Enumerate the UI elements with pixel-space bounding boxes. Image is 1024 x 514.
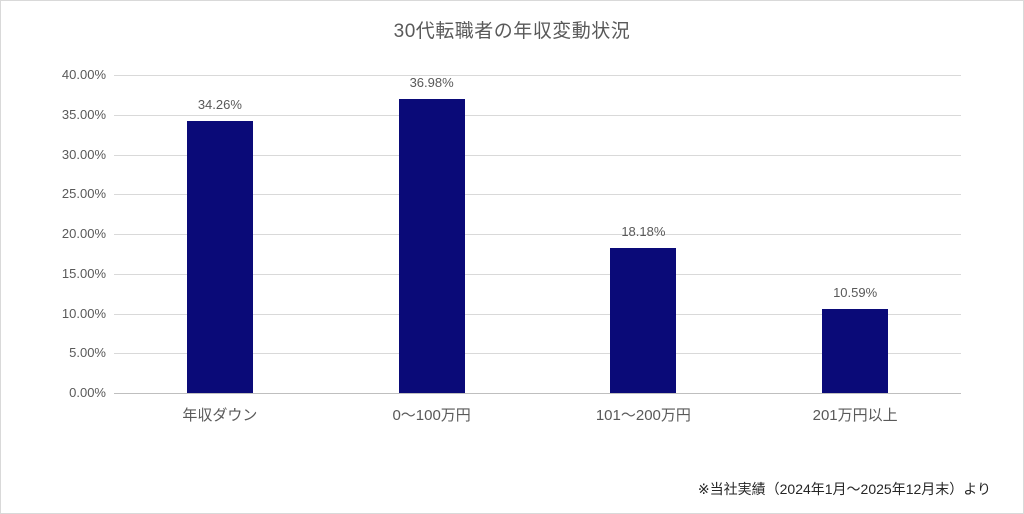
y-tick-label: 20.00%	[61, 226, 106, 241]
gridline	[114, 194, 961, 196]
bar-value-label: 36.98%	[409, 75, 454, 90]
chart-title: 30代転職者の年収変動状況	[393, 21, 631, 42]
bar	[610, 248, 677, 393]
y-tick-label: 10.00%	[61, 305, 106, 321]
bar	[186, 120, 253, 393]
y-tick-label: 40.00%	[61, 67, 106, 82]
gridline	[114, 154, 961, 156]
x-axis-line	[114, 393, 961, 394]
x-category-label: 201万円以上	[812, 407, 898, 424]
y-tick-label: 5.00%	[69, 345, 106, 361]
bar-value-label: 34.26%	[197, 96, 242, 112]
x-category-label: 0～100万円	[392, 407, 471, 424]
y-tick-label: 30.00%	[61, 146, 106, 162]
gridline	[114, 114, 961, 116]
gridline	[114, 234, 961, 235]
x-category-label: 101～200万円	[595, 407, 691, 424]
gridline	[114, 353, 961, 355]
y-tick-label: 25.00%	[61, 186, 106, 202]
y-tick-label: 35.00%	[61, 106, 106, 122]
gridline	[114, 75, 961, 76]
gridline	[114, 273, 961, 275]
source-note: ※当社実績（2024年1月～2025年12月末）より	[697, 481, 991, 497]
gridline	[114, 313, 961, 315]
bar	[822, 308, 889, 393]
x-category-label: 年収ダウン	[182, 407, 258, 424]
y-tick-label: 15.00%	[61, 265, 106, 281]
bar	[398, 99, 465, 393]
bar-value-label: 10.59%	[833, 284, 878, 300]
bar-value-label: 18.18%	[621, 224, 666, 240]
y-tick-label: 0.00%	[69, 385, 106, 400]
